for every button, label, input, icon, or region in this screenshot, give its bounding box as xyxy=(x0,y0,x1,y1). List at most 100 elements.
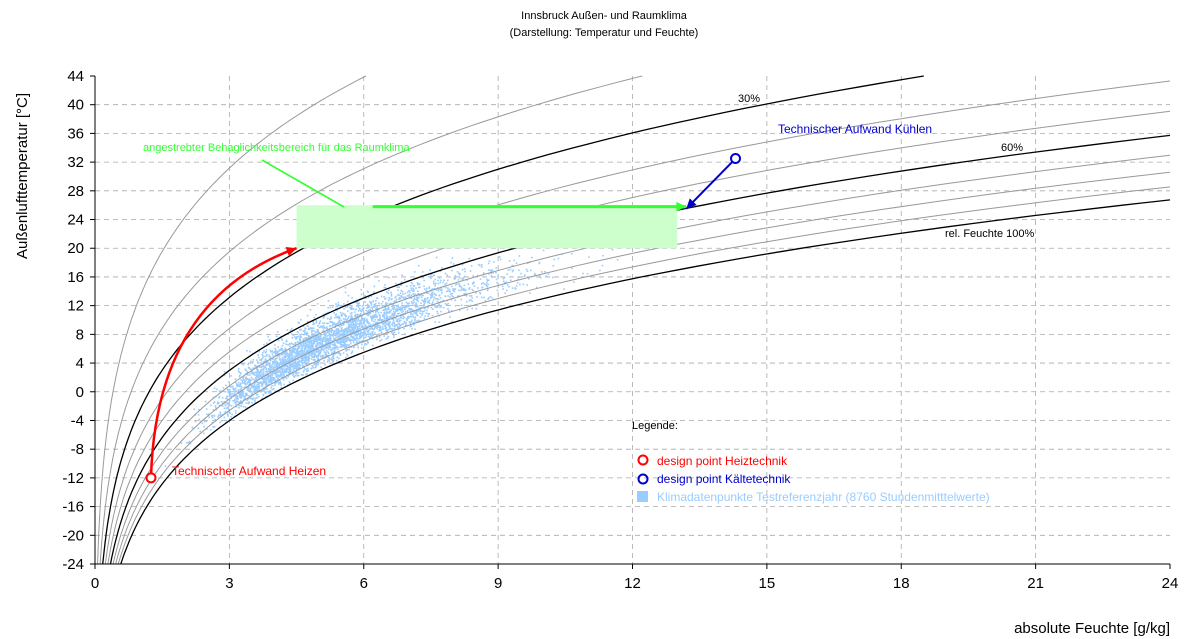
scatter-point xyxy=(221,414,224,416)
scatter-point xyxy=(298,322,300,324)
scatter-point xyxy=(273,366,275,368)
scatter-point xyxy=(394,328,397,330)
scatter-point xyxy=(259,366,261,368)
scatter-point xyxy=(373,285,376,288)
scatter-point xyxy=(238,381,240,384)
scatter-point xyxy=(382,326,384,328)
scatter-point xyxy=(237,398,239,400)
scatter-point xyxy=(320,355,323,358)
scatter-point xyxy=(269,367,271,369)
scatter-point xyxy=(274,362,277,365)
scatter-point xyxy=(444,295,446,297)
scatter-point xyxy=(488,296,490,299)
scatter-point xyxy=(347,317,349,319)
scatter-point xyxy=(383,316,385,319)
scatter-point xyxy=(288,355,291,358)
scatter-point xyxy=(465,292,467,295)
scatter-point xyxy=(309,345,312,347)
scatter-point xyxy=(301,358,303,360)
tick-labels: 0 3 6 9 12 15 18 21 24444036322824201612840-4-8-… xyxy=(62,68,1178,592)
scatter-point xyxy=(430,296,432,298)
scatter-point xyxy=(375,307,377,310)
scatter-point xyxy=(449,293,452,296)
scatter-point xyxy=(433,292,435,295)
scatter-point xyxy=(324,352,327,354)
scatter-point xyxy=(273,372,276,374)
scatter-point xyxy=(437,312,439,315)
scatter-point xyxy=(395,314,398,317)
scatter-point xyxy=(269,378,272,381)
scatter-point xyxy=(222,387,225,389)
scatter-point xyxy=(361,318,363,321)
scatter-point xyxy=(412,285,415,287)
scatter-point xyxy=(332,351,335,353)
scatter-point xyxy=(312,327,315,329)
scatter-point xyxy=(306,351,309,354)
scatter-point xyxy=(452,263,455,265)
scatter-point xyxy=(228,385,231,388)
scatter-point xyxy=(265,373,267,375)
scatter-point xyxy=(248,367,251,369)
scatter-point xyxy=(383,305,386,307)
scatter-point xyxy=(256,373,259,375)
scatter-point xyxy=(485,284,488,286)
scatter-point xyxy=(271,351,274,353)
scatter-point xyxy=(230,404,233,407)
scatter-point xyxy=(307,341,310,343)
scatter-point xyxy=(390,316,393,318)
scatter-point xyxy=(234,403,237,405)
scatter-point xyxy=(392,305,395,308)
scatter-point xyxy=(298,352,300,355)
scatter-point xyxy=(299,345,302,347)
scatter-point xyxy=(291,371,294,373)
scatter-point xyxy=(297,354,300,356)
rh-curves xyxy=(97,75,1171,565)
scatter-point xyxy=(338,335,341,337)
scatter-point xyxy=(313,323,315,325)
scatter-point xyxy=(300,357,302,359)
scatter-point xyxy=(340,342,342,344)
scatter-point xyxy=(236,383,239,385)
scatter-point xyxy=(327,317,329,320)
scatter-point xyxy=(301,374,303,376)
scatter-point xyxy=(274,351,276,354)
scatter-point xyxy=(306,350,308,352)
scatter-point xyxy=(484,299,487,302)
scatter-point xyxy=(295,348,297,351)
scatter-point xyxy=(282,342,285,345)
scatter-point xyxy=(300,347,303,350)
scatter-point xyxy=(391,324,394,327)
scatter-point xyxy=(344,341,346,344)
scatter-point xyxy=(424,307,426,310)
scatter-point xyxy=(365,326,367,328)
scatter-point xyxy=(397,309,400,311)
scatter-point xyxy=(369,312,372,315)
scatter-point xyxy=(296,350,299,352)
scatter-point xyxy=(339,343,342,346)
scatter-point xyxy=(271,377,274,379)
scatter-point xyxy=(267,377,269,379)
scatter-point xyxy=(333,357,335,360)
scatter-point xyxy=(307,350,310,353)
scatter-point xyxy=(377,307,379,310)
scatter-point xyxy=(280,373,282,376)
scatter-point xyxy=(376,297,378,300)
scatter-point xyxy=(355,313,357,316)
scatter-point xyxy=(333,338,335,340)
scatter-point xyxy=(334,326,336,329)
scatter-point xyxy=(337,352,339,354)
scatter-point xyxy=(240,405,243,408)
scatter-point xyxy=(342,334,344,337)
scatter-point xyxy=(226,395,229,398)
scatter-point xyxy=(265,391,267,394)
scatter-point xyxy=(451,320,454,323)
scatter-point xyxy=(257,395,260,398)
scatter-point xyxy=(462,278,464,281)
scatter-point xyxy=(276,376,278,378)
scatter-point xyxy=(328,360,331,362)
scatter-point xyxy=(481,266,483,268)
scatter-point xyxy=(349,326,352,328)
scatter-point xyxy=(213,426,216,428)
scatter-point xyxy=(197,413,200,416)
scatter-point xyxy=(258,386,260,389)
